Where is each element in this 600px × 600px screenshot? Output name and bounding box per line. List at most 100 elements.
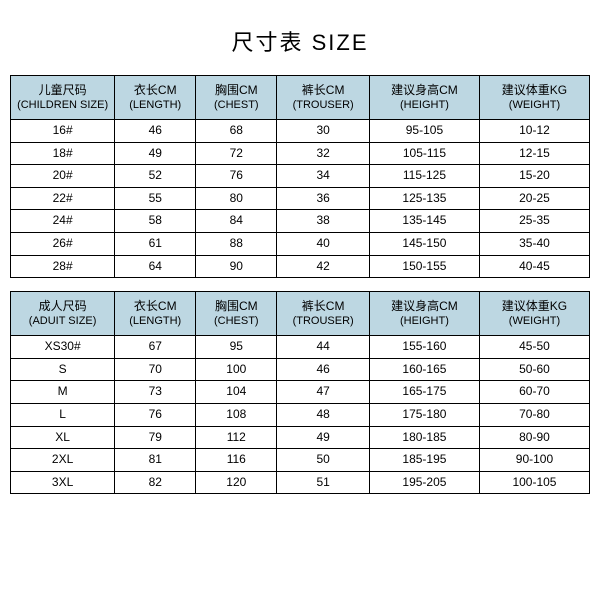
table-cell: 180-185 [369,426,479,449]
table-cell: 50-60 [479,358,589,381]
table-cell: 30 [277,120,370,143]
header-en: (CHEST) [198,314,274,328]
table-cell: 116 [196,449,277,472]
table-cell: 26# [11,232,115,255]
table-row: 2XL8111650185-19590-100 [11,449,590,472]
table-cell: 195-205 [369,471,479,494]
table-row: 20#527634115-12515-20 [11,165,590,188]
table-cell: 165-175 [369,381,479,404]
table-row: XS30#679544155-16045-50 [11,336,590,359]
table-cell: 44 [277,336,370,359]
header-en: (CHILDREN SIZE) [13,98,112,112]
table-cell: 79 [115,426,196,449]
table-cell: 22# [11,187,115,210]
header-en: (CHEST) [198,98,274,112]
table-cell: 36 [277,187,370,210]
table-cell: 70 [115,358,196,381]
table-cell: 25-35 [479,210,589,233]
table-cell: 46 [277,358,370,381]
table-cell: 155-160 [369,336,479,359]
table-cell: 42 [277,255,370,278]
table-cell: 51 [277,471,370,494]
col-adult-size: 成人尺码 (ADUIT SIZE) [11,292,115,336]
table-cell: 104 [196,381,277,404]
header-cn: 衣长CM [117,299,193,315]
table-cell: 100-105 [479,471,589,494]
header-cn: 成人尺码 [13,299,112,315]
header-cn: 胸围CM [198,299,274,315]
table-cell: 88 [196,232,277,255]
table-cell: 47 [277,381,370,404]
table-cell: 24# [11,210,115,233]
col-trouser: 裤长CM (TROUSER) [277,292,370,336]
table-row: 22#558036125-13520-25 [11,187,590,210]
table-cell: 49 [115,142,196,165]
table-cell: 67 [115,336,196,359]
table-row: 3XL8212051195-205100-105 [11,471,590,494]
header-en: (TROUSER) [279,314,367,328]
header-cn: 胸围CM [198,83,274,99]
table-cell: 15-20 [479,165,589,188]
col-children-size: 儿童尺码 (CHILDREN SIZE) [11,76,115,120]
col-chest: 胸围CM (CHEST) [196,292,277,336]
table-cell: 76 [115,403,196,426]
table-row: 28#649042150-15540-45 [11,255,590,278]
header-cn: 衣长CM [117,83,193,99]
table-cell: 82 [115,471,196,494]
table-cell: 90 [196,255,277,278]
table-cell: 125-135 [369,187,479,210]
header-en: (LENGTH) [117,98,193,112]
col-length: 衣长CM (LENGTH) [115,292,196,336]
table-row: 18#497232105-11512-15 [11,142,590,165]
table-cell: 35-40 [479,232,589,255]
table-row: XL7911249180-18580-90 [11,426,590,449]
col-height: 建议身高CM (HEIGHT) [369,76,479,120]
table-cell: M [11,381,115,404]
table-cell: 38 [277,210,370,233]
col-height: 建议身高CM (HEIGHT) [369,292,479,336]
col-chest: 胸围CM (CHEST) [196,76,277,120]
table-cell: 3XL [11,471,115,494]
header-en: (ADUIT SIZE) [13,314,112,328]
table-cell: 48 [277,403,370,426]
header-cn: 建议体重KG [482,83,587,99]
table-cell: 70-80 [479,403,589,426]
table-cell: 105-115 [369,142,479,165]
table-cell: 64 [115,255,196,278]
header-en: (HEIGHT) [372,314,477,328]
size-table: 儿童尺码 (CHILDREN SIZE) 衣长CM (LENGTH) 胸围CM … [10,75,590,494]
table-cell: 20# [11,165,115,188]
table-cell: 12-15 [479,142,589,165]
header-en: (WEIGHT) [482,98,587,112]
table-cell: 145-150 [369,232,479,255]
table-cell: 112 [196,426,277,449]
table-cell: 10-12 [479,120,589,143]
children-header-row: 儿童尺码 (CHILDREN SIZE) 衣长CM (LENGTH) 胸围CM … [11,76,590,120]
table-cell: 45-50 [479,336,589,359]
table-cell: 160-165 [369,358,479,381]
header-cn: 裤长CM [279,299,367,315]
table-cell: 150-155 [369,255,479,278]
table-cell: 61 [115,232,196,255]
table-cell: 52 [115,165,196,188]
table-cell: 81 [115,449,196,472]
header-en: (TROUSER) [279,98,367,112]
table-row: S7010046160-16550-60 [11,358,590,381]
table-cell: 72 [196,142,277,165]
size-chart-page: 尺寸表 SIZE 儿童尺码 (CHILDREN SIZE) 衣长CM (LENG… [0,0,600,600]
table-cell: 84 [196,210,277,233]
header-cn: 建议身高CM [372,299,477,315]
table-cell: S [11,358,115,381]
table-cell: 58 [115,210,196,233]
table-cell: 95-105 [369,120,479,143]
table-cell: 185-195 [369,449,479,472]
table-cell: 68 [196,120,277,143]
table-cell: 20-25 [479,187,589,210]
table-row: 16#46683095-10510-12 [11,120,590,143]
table-cell: 120 [196,471,277,494]
table-row: 26#618840145-15035-40 [11,232,590,255]
header-cn: 裤长CM [279,83,367,99]
adult-header-row: 成人尺码 (ADUIT SIZE) 衣长CM (LENGTH) 胸围CM (CH… [11,292,590,336]
table-cell: XS30# [11,336,115,359]
table-cell: 40-45 [479,255,589,278]
